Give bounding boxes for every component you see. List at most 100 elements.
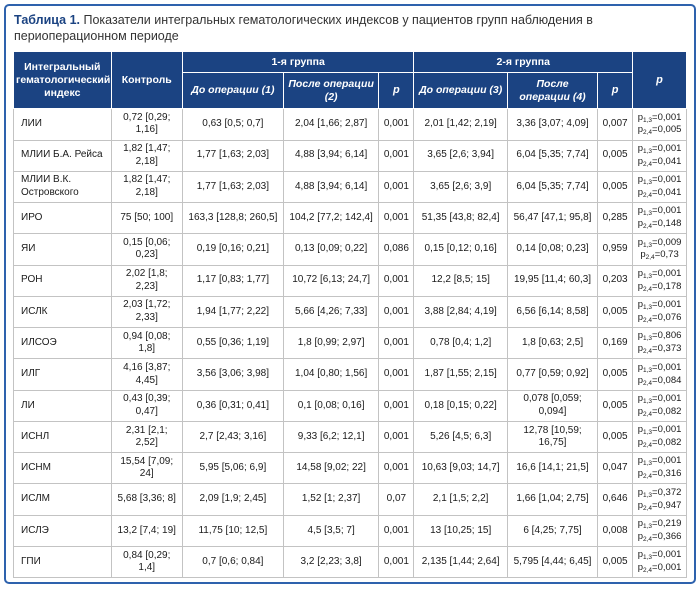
group2-post-op-cell: 6,56 [6,14; 8,58]: [506, 295, 599, 329]
group1-post-op-cell: 0,1 [0,08; 0,16]: [282, 389, 380, 422]
p24-line: p2,4=0,076: [637, 311, 682, 324]
group2-pre-op-cell: 13 [10,25; 15]: [413, 514, 508, 547]
table-row: РОН 2,02 [1,8; 2,23] 1,17 [0,83; 1,77] 1…: [13, 264, 687, 297]
control-value-cell: 5,68 [3,36; 8]: [110, 483, 183, 516]
p13-line: p1,3=0,001: [637, 299, 682, 312]
index-name-cell: ИСЛМ: [13, 483, 112, 516]
table-title-text: Показатели интегральных гематологических…: [14, 13, 593, 43]
group2-post-op-cell: 0,078 [0,059; 0,094]: [506, 389, 599, 422]
group2-pre-op-cell: 3,88 [2,84; 4,19]: [413, 295, 508, 329]
control-value-cell: 75 [50; 100]: [110, 202, 183, 235]
column-header-post-op-2: После операции (2): [282, 72, 380, 110]
column-header-p-overall: p: [632, 51, 687, 110]
group1-post-op-cell: 1,04 [0,80; 1,56]: [282, 358, 380, 391]
header-sub-row: До операции (1) После операции (2) p До …: [14, 72, 687, 110]
p-comparison-cell: p1,3=0,001 p2,4=0,178: [632, 264, 687, 297]
p13-line: p1,3=0,219: [637, 518, 682, 531]
table-row: МЛИИ В.К. Островского 1,82 [1,47; 2,18] …: [13, 170, 687, 204]
p13-line: p1,3=0,001: [637, 174, 682, 187]
control-value-cell: 0,94 [0,08; 1,8]: [110, 327, 183, 360]
group1-p-cell: 0,001: [378, 108, 415, 141]
p24-line: p2,4=0,366: [637, 530, 682, 543]
group2-p-cell: 0,005: [597, 295, 634, 329]
group2-pre-op-cell: 1,87 [1,55; 2,15]: [413, 358, 508, 391]
group1-post-op-cell: 0,13 [0,09; 0,22]: [282, 233, 380, 266]
group2-pre-op-cell: 0,18 [0,15; 0,22]: [413, 389, 508, 422]
group2-p-cell: 0,008: [597, 514, 634, 547]
group2-pre-op-cell: 0,78 [0,4; 1,2]: [413, 327, 508, 360]
column-header-pre-op-1: До операции (1): [181, 72, 284, 110]
p13-line: p1,3=0,001: [637, 111, 682, 124]
group2-post-op-cell: 6 [4,25; 7,75]: [506, 514, 599, 547]
group1-pre-op-cell: 11,75 [10; 12,5]: [181, 514, 284, 547]
group2-p-cell: 0,169: [597, 327, 634, 360]
p24-line: p2,4=0,041: [637, 155, 682, 168]
group1-p-cell: 0,001: [378, 545, 415, 579]
index-name-cell: ЛИ: [13, 389, 112, 422]
group1-pre-op-cell: 1,94 [1,77; 2,22]: [181, 295, 284, 329]
group1-p-cell: 0,001: [378, 358, 415, 391]
group1-post-op-cell: 4,5 [3,5; 7]: [282, 514, 380, 547]
group2-pre-op-cell: 3,65 [2,6; 3,94]: [413, 139, 508, 172]
group1-pre-op-cell: 1,77 [1,63; 2,03]: [181, 170, 284, 204]
group2-pre-op-cell: 0,15 [0,12; 0,16]: [413, 233, 508, 266]
column-header-post-op-4: После операции (4): [506, 72, 599, 110]
table-row: ИЛСОЭ 0,94 [0,08; 1,8] 0,55 [0,36; 1,19]…: [13, 327, 687, 360]
column-header-group1: 1-я группа: [181, 51, 415, 74]
p-comparison-cell: p1,3=0,001 p2,4=0,082: [632, 420, 687, 454]
group1-pre-op-cell: 1,77 [1,63; 2,03]: [181, 139, 284, 172]
column-header-control: Контроль: [110, 51, 183, 110]
p24-line: p2,4=0,148: [637, 218, 682, 231]
group2-post-op-cell: 56,47 [47,1; 95,8]: [506, 202, 599, 235]
index-name-cell: ИЛСОЭ: [13, 327, 112, 360]
group2-p-cell: 0,005: [597, 139, 634, 172]
group2-pre-op-cell: 12,2 [8,5; 15]: [413, 264, 508, 297]
p-comparison-cell: p1,3=0,001 p2,4=0,001: [632, 545, 687, 579]
group2-pre-op-cell: 5,26 [4,5; 6,3]: [413, 420, 508, 454]
p24-line: p2,4=0,082: [637, 405, 682, 418]
p-comparison-cell: p1,3=0,001 p2,4=0,316: [632, 452, 687, 485]
group2-post-op-cell: 19,95 [11,4; 60,3]: [506, 264, 599, 297]
group1-pre-op-cell: 0,63 [0,5; 0,7]: [181, 108, 284, 141]
group1-p-cell: 0,001: [378, 514, 415, 547]
control-value-cell: 2,31 [2,1; 2,52]: [110, 420, 183, 454]
table-row: ЛИ 0,43 [0,39; 0,47] 0,36 [0,31; 0,41] 0…: [13, 389, 687, 422]
table-row: ИСЛЭ 13,2 [7,4; 19] 11,75 [10; 12,5] 4,5…: [13, 514, 687, 547]
p-comparison-cell: p1,3=0,001 p2,4=0,076: [632, 295, 687, 329]
group2-p-cell: 0,203: [597, 264, 634, 297]
control-value-cell: 2,03 [1,72; 2,33]: [110, 295, 183, 329]
group2-post-op-cell: 3,36 [3,07; 4,09]: [506, 108, 599, 141]
p-comparison-cell: p1,3=0,219 p2,4=0,366: [632, 514, 687, 547]
group1-p-cell: 0,001: [378, 202, 415, 235]
table-row: ИСЛМ 5,68 [3,36; 8] 2,09 [1,9; 2,45] 1,5…: [13, 483, 687, 516]
p-comparison-cell: p1,3=0,001 p2,4=0,041: [632, 170, 687, 204]
column-header-pre-op-3: До операции (3): [413, 72, 508, 110]
p24-line: p2,4=0,178: [637, 280, 682, 293]
index-name-cell: ЯИ: [13, 233, 112, 266]
table-row: ЯИ 0,15 [0,06; 0,23] 0,19 [0,16; 0,21] 0…: [13, 233, 687, 266]
index-name-cell: ИСНМ: [13, 452, 112, 485]
group1-pre-op-cell: 2,7 [2,43; 3,16]: [181, 420, 284, 454]
p-comparison-cell: p1,3=0,001 p2,4=0,084: [632, 358, 687, 391]
group1-pre-op-cell: 0,36 [0,31; 0,41]: [181, 389, 284, 422]
group1-pre-op-cell: 0,7 [0,6; 0,84]: [181, 545, 284, 579]
group2-post-op-cell: 16,6 [14,1; 21,5]: [506, 452, 599, 485]
group2-post-op-cell: 6,04 [5,35; 7,74]: [506, 139, 599, 172]
header-group-row: Интегральный гематологический индекс Кон…: [13, 51, 687, 110]
group1-post-op-cell: 4,88 [3,94; 6,14]: [282, 139, 380, 172]
group1-p-cell: 0,001: [378, 327, 415, 360]
index-name-cell: ИСЛК: [13, 295, 112, 329]
p13-line: p1,3=0,001: [637, 424, 682, 437]
table-header: Интегральный гематологический индекс Кон…: [13, 51, 687, 110]
group1-pre-op-cell: 5,95 [5,06; 6,9]: [181, 452, 284, 485]
control-value-cell: 0,43 [0,39; 0,47]: [110, 389, 183, 422]
control-value-cell: 1,82 [1,47; 2,18]: [110, 170, 183, 204]
group1-p-cell: 0,07: [378, 483, 415, 516]
table-row: ИРО 75 [50; 100] 163,3 [128,8; 260,5] 10…: [13, 202, 687, 235]
group1-pre-op-cell: 1,17 [0,83; 1,77]: [181, 264, 284, 297]
group2-p-cell: 0,005: [597, 170, 634, 204]
group1-post-op-cell: 1,8 [0,99; 2,97]: [282, 327, 380, 360]
group2-p-cell: 0,007: [597, 108, 634, 141]
control-value-cell: 13,2 [7,4; 19]: [110, 514, 183, 547]
group2-pre-op-cell: 2,1 [1,5; 2,2]: [413, 483, 508, 516]
